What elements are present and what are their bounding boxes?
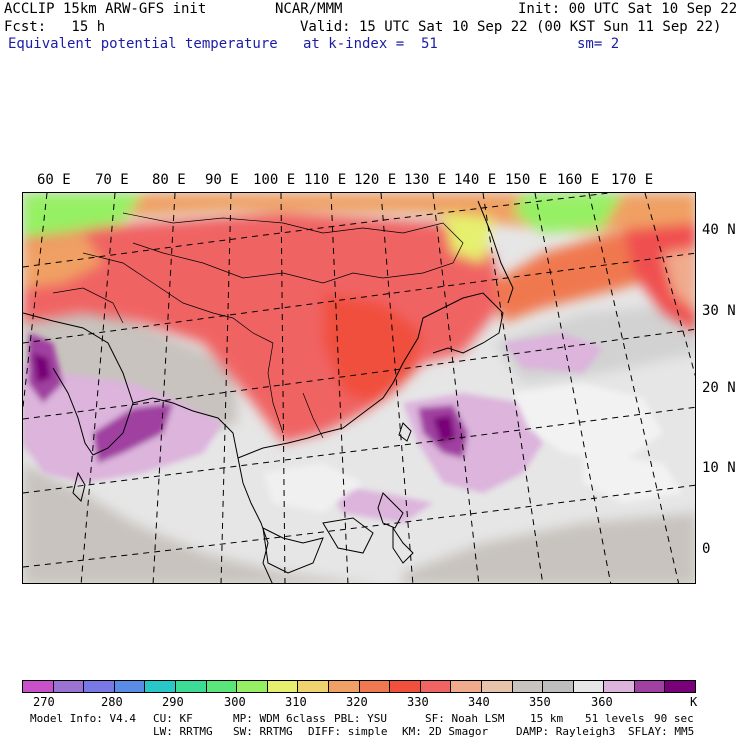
colorbar-swatch: [481, 681, 513, 692]
cu-info: CU: KF: [153, 712, 193, 725]
colorbar-label: 310: [285, 695, 307, 709]
lon-label: 150 E: [505, 172, 548, 188]
colorbar-swatch: [84, 681, 115, 692]
colorbar-swatch: [573, 681, 605, 692]
colorbar-swatch: [206, 681, 238, 692]
coastlines: [23, 200, 514, 583]
resolution-info: 15 km: [530, 712, 564, 725]
map-canvas: [23, 193, 695, 583]
colorbar-label: 320: [346, 695, 368, 709]
lat-label: 40 N: [702, 222, 736, 238]
forecast-hour: Fcst: 15 h: [4, 19, 106, 35]
field-shading-purple: [23, 333, 603, 523]
field-name: Equivalent potential temperature: [8, 36, 278, 52]
colorbar-swatch: [328, 681, 360, 692]
colorbar-swatch: [634, 681, 666, 692]
lon-label: 90 E: [205, 172, 239, 188]
lat-label: 0: [702, 541, 711, 557]
lon-label: 80 E: [152, 172, 186, 188]
colorbar-unit: K: [690, 695, 698, 709]
level-label: at k-index = 51: [303, 36, 438, 52]
diff-info: DIFF: simple: [308, 725, 388, 738]
colorbar-swatch: [420, 681, 452, 692]
damp-info: DAMP: Rayleigh3: [516, 725, 616, 738]
colorbar-swatch: [175, 681, 207, 692]
init-time: Init: 00 UTC Sat 10 Sep 22: [518, 1, 738, 17]
colorbar-label: 350: [529, 695, 551, 709]
model-title: ACCLIP 15km ARW-GFS init: [4, 1, 207, 17]
lon-label: 140 E: [454, 172, 497, 188]
lon-label: 100 E: [253, 172, 296, 188]
colorbar-label: 330: [407, 695, 429, 709]
sw-info: SW: RRTMG: [233, 725, 293, 738]
lon-label: 160 E: [557, 172, 600, 188]
colorbar-label: 300: [224, 695, 246, 709]
colorbar-swatch: [451, 681, 482, 692]
mp-info: MP: WDM 6class: [233, 712, 326, 725]
lon-label: 110 E: [304, 172, 347, 188]
timestep-info: 90 sec: [654, 712, 694, 725]
lon-label: 130 E: [404, 172, 447, 188]
colorbar-swatch: [145, 681, 176, 692]
colorbar-label: 290: [162, 695, 184, 709]
graticule: [23, 193, 695, 583]
institution-label: NCAR/MMM: [275, 1, 343, 17]
model-info: Model Info: V4.4: [30, 712, 136, 725]
colorbar-swatch: [665, 681, 696, 692]
levels-info: 51 levels: [585, 712, 645, 725]
lon-label: 60 E: [37, 172, 71, 188]
lon-label: 170 E: [611, 172, 654, 188]
lat-label: 10 N: [702, 460, 736, 476]
valid-time: Valid: 15 UTC Sat 10 Sep 22 (00 KST Sun …: [300, 19, 722, 35]
lat-label: 20 N: [702, 380, 736, 396]
colorbar-swatch: [114, 681, 146, 692]
colorbar-swatch: [512, 681, 544, 692]
colorbar-swatch: [543, 681, 574, 692]
colorbar-swatch: [390, 681, 421, 692]
colorbar-swatch: [359, 681, 391, 692]
colorbar-swatch: [53, 681, 85, 692]
colorbar-label: 340: [468, 695, 490, 709]
colorbar-swatch: [604, 681, 635, 692]
map-panel: [22, 192, 696, 584]
pbl-info: PBL: YSU: [334, 712, 387, 725]
smoothing-label: sm= 2: [577, 36, 620, 52]
km-info: KM: 2D Smagor: [402, 725, 489, 738]
country-borders: [52, 212, 464, 439]
colorbar-swatch: [237, 681, 268, 692]
colorbar-label: 360: [591, 695, 613, 709]
lon-label: 120 E: [354, 172, 397, 188]
colorbar-label: 270: [33, 695, 55, 709]
sflay-info: SFLAY: MM5: [628, 725, 695, 738]
lw-info: LW: RRTMG: [153, 725, 213, 738]
sf-info: SF: Noah LSM: [425, 712, 505, 725]
colorbar-label: 280: [101, 695, 123, 709]
colorbar-swatch: [23, 681, 54, 692]
lat-label: 30 N: [702, 303, 736, 319]
colorbar: [22, 680, 696, 693]
colorbar-swatch: [267, 681, 299, 692]
colorbar-swatch: [298, 681, 329, 692]
lon-label: 70 E: [95, 172, 129, 188]
